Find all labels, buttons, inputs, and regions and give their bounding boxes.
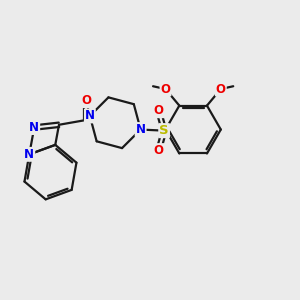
Text: N: N: [24, 148, 34, 161]
Text: O: O: [216, 82, 226, 95]
Text: N: N: [85, 110, 95, 122]
Text: O: O: [160, 82, 170, 95]
Text: N: N: [136, 123, 146, 136]
Text: O: O: [154, 104, 164, 117]
Text: O: O: [81, 94, 91, 107]
Text: O: O: [154, 144, 164, 157]
Text: S: S: [159, 124, 169, 137]
Text: N: N: [29, 121, 39, 134]
